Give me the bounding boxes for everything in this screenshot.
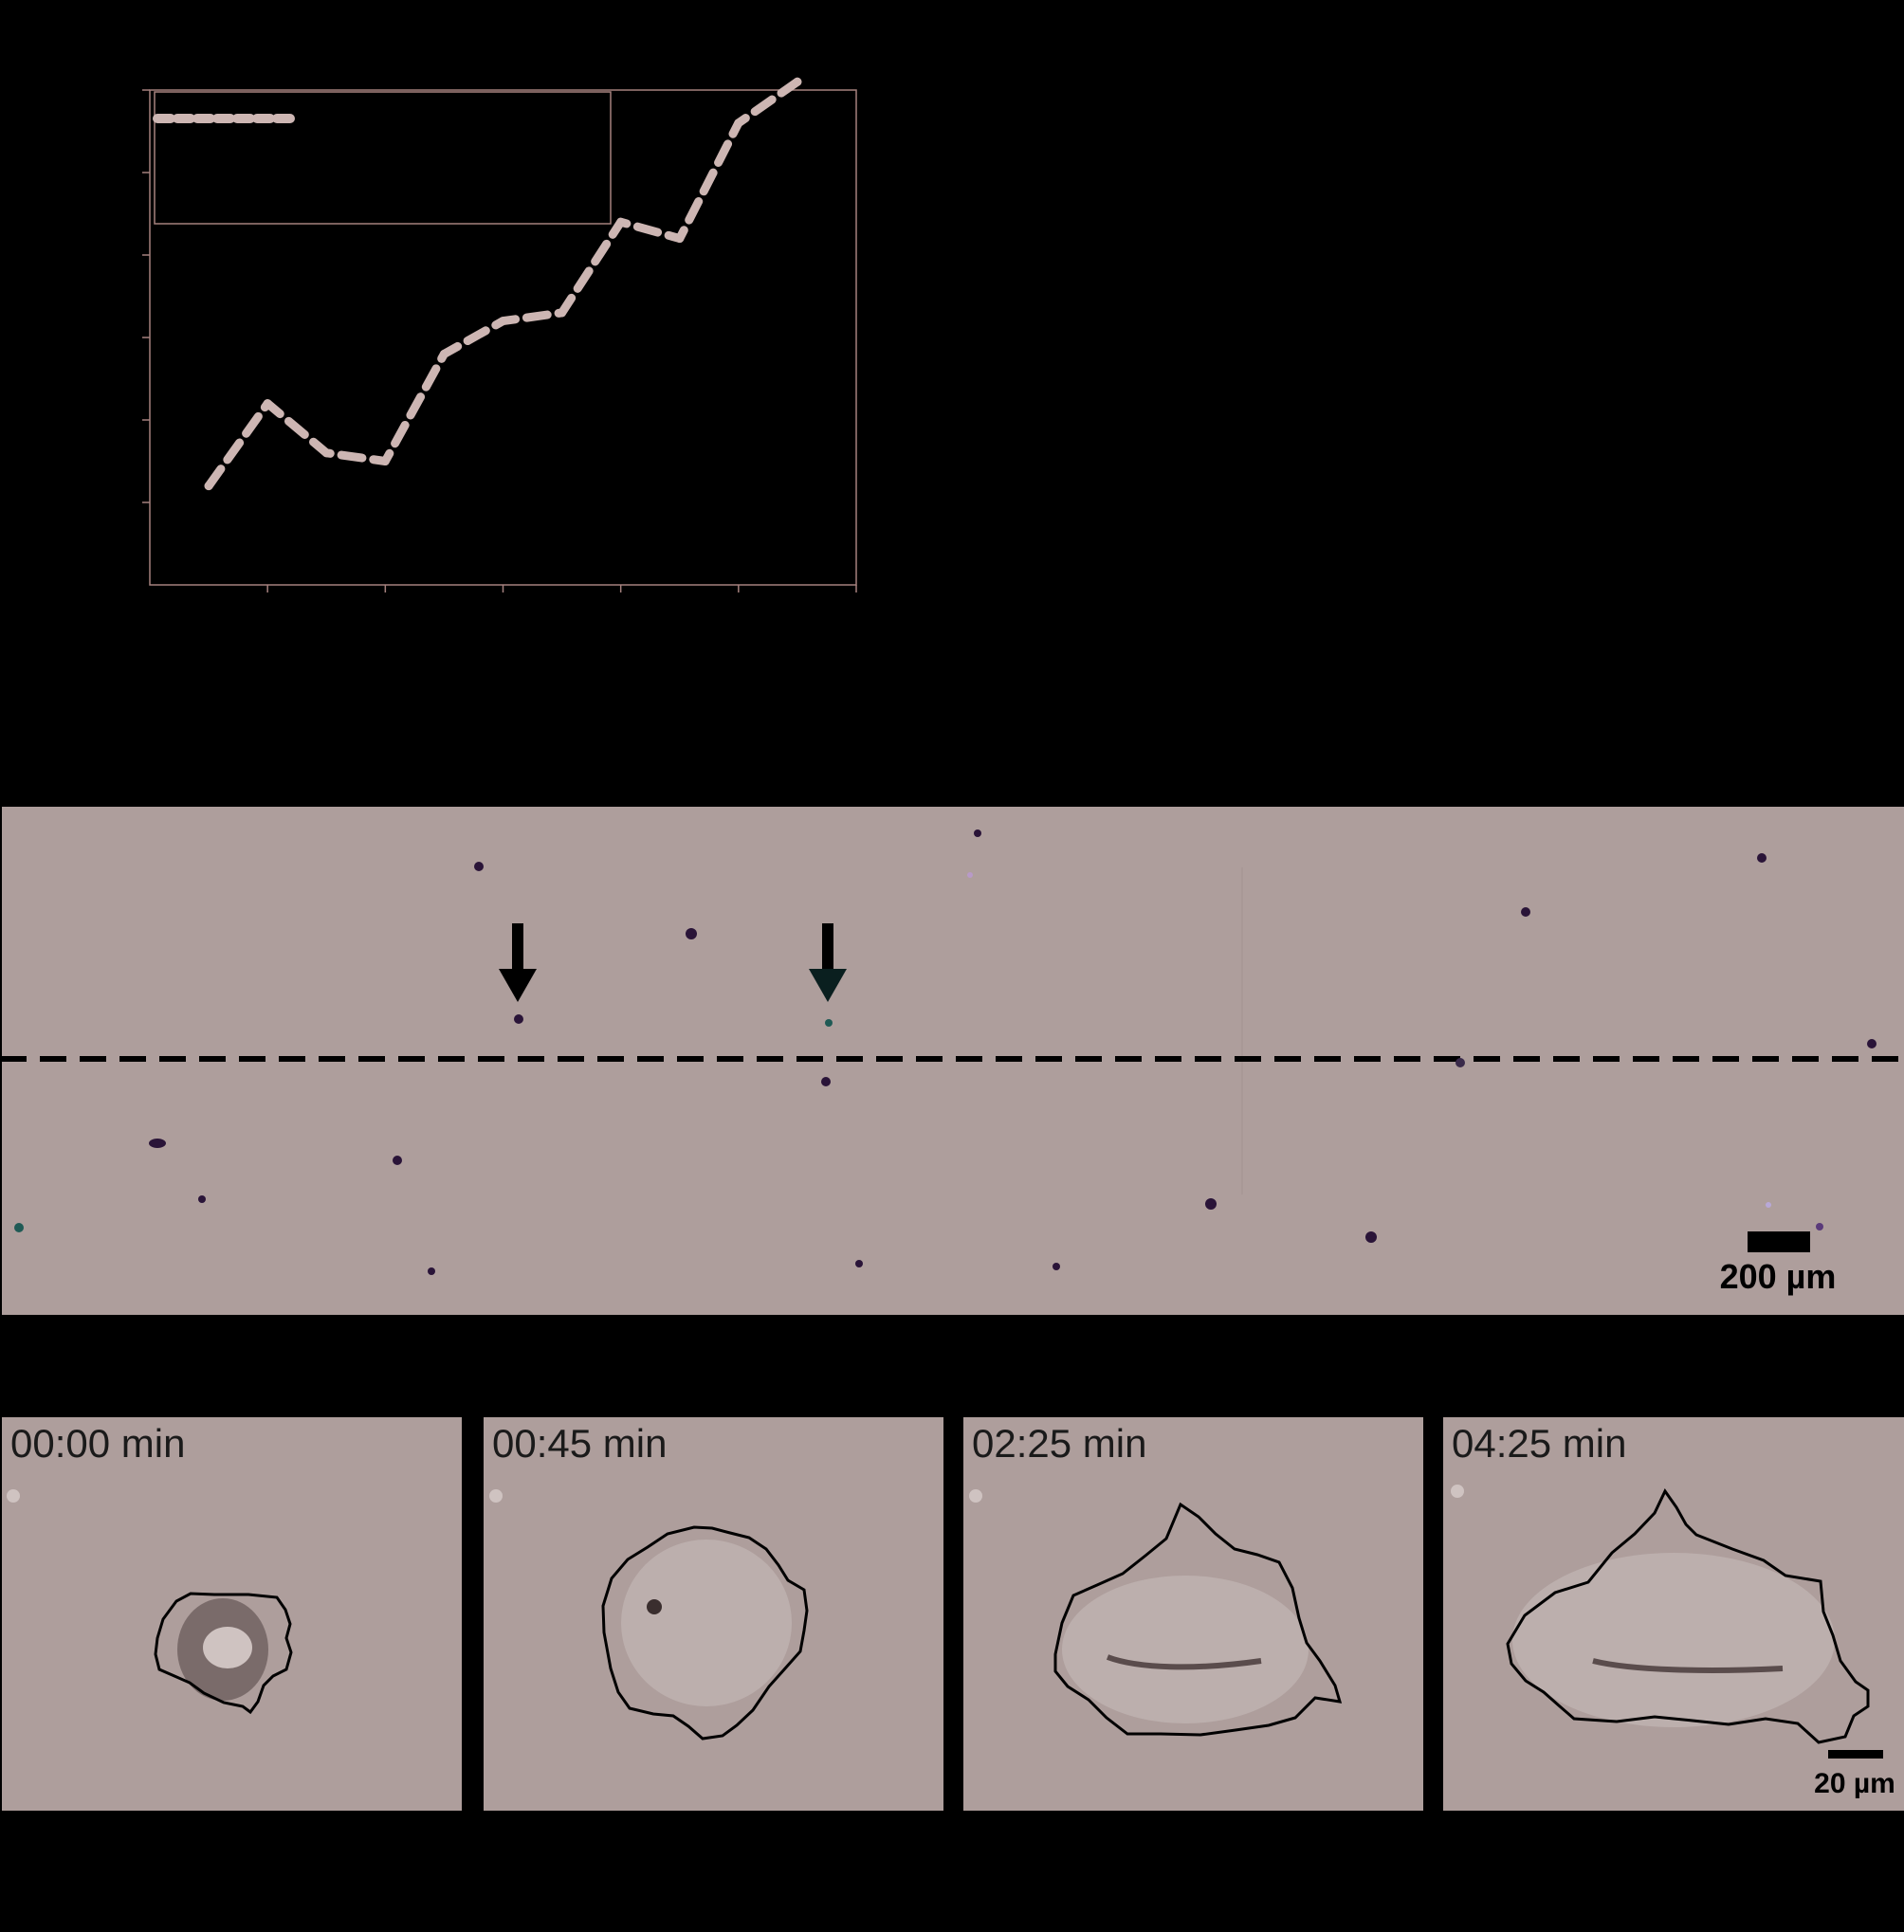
scale-bar-label: 20 µm bbox=[1814, 1768, 1895, 1799]
cell bbox=[1816, 1223, 1823, 1230]
cell bbox=[686, 928, 697, 939]
scale-bar bbox=[1748, 1231, 1810, 1252]
scale-bar bbox=[1828, 1750, 1883, 1759]
data-point bbox=[499, 317, 507, 326]
data-point bbox=[204, 482, 213, 491]
cell-outline bbox=[1053, 1502, 1343, 1737]
cell bbox=[855, 1260, 863, 1267]
cell bbox=[14, 1223, 24, 1232]
timelapse-frame: 00:45 min bbox=[484, 1417, 943, 1811]
cell bbox=[821, 1077, 831, 1086]
line-chart bbox=[142, 77, 857, 592]
cells bbox=[14, 829, 1877, 1275]
cell bbox=[1521, 907, 1530, 917]
cell-outline bbox=[601, 1525, 809, 1741]
cell bbox=[967, 872, 973, 878]
cell-outline bbox=[154, 1592, 293, 1715]
cell-body bbox=[1062, 1576, 1309, 1723]
cell bbox=[1053, 1263, 1060, 1270]
series-points bbox=[204, 77, 802, 491]
y-axis-ticks bbox=[142, 89, 150, 503]
cell bbox=[393, 1156, 402, 1165]
frame-time-label: 00:00 min bbox=[10, 1421, 185, 1466]
timelapse-frame: 02:25 min bbox=[963, 1417, 1423, 1811]
data-point bbox=[558, 308, 567, 318]
debris-particle bbox=[1451, 1485, 1464, 1498]
data-point bbox=[263, 399, 272, 409]
data-point bbox=[380, 457, 390, 465]
cell-outline bbox=[1506, 1488, 1870, 1744]
cell bbox=[198, 1195, 206, 1203]
micrograph-strip: 200 µm bbox=[0, 807, 1904, 1315]
cell bbox=[825, 1019, 833, 1027]
cell-body bbox=[1512, 1553, 1835, 1727]
cell bbox=[1455, 1058, 1465, 1067]
data-point bbox=[616, 217, 626, 227]
frame-time-label: 04:25 min bbox=[1452, 1421, 1626, 1466]
data-point bbox=[734, 118, 743, 128]
cell bbox=[1757, 853, 1767, 863]
cell bbox=[1205, 1198, 1217, 1210]
cell-ridge bbox=[1106, 1654, 1262, 1670]
cell bbox=[514, 1014, 523, 1024]
down-arrow-icon bbox=[809, 923, 847, 1002]
cell-granule bbox=[647, 1599, 662, 1614]
cell bbox=[1766, 1202, 1771, 1208]
timelapse-frame: 00:00 min bbox=[2, 1417, 462, 1811]
cell bbox=[149, 1139, 166, 1148]
frame-time-label: 02:25 min bbox=[972, 1421, 1146, 1466]
legend-box bbox=[154, 91, 612, 225]
cell bbox=[1867, 1039, 1877, 1048]
data-point bbox=[793, 77, 802, 86]
scale-bar-label: 200 µm bbox=[1720, 1257, 1837, 1296]
cell-body bbox=[621, 1540, 792, 1706]
data-point bbox=[321, 448, 331, 458]
frame-time-label: 00:45 min bbox=[492, 1421, 667, 1466]
data-point bbox=[675, 234, 685, 244]
cell bbox=[474, 862, 484, 871]
data-point bbox=[439, 349, 449, 358]
cell bbox=[1365, 1231, 1377, 1243]
debris-particle bbox=[7, 1489, 20, 1503]
debris-particle bbox=[489, 1489, 503, 1503]
down-arrow-icon bbox=[499, 923, 537, 1002]
cell-ridge bbox=[1592, 1658, 1784, 1673]
debris-particle bbox=[969, 1489, 982, 1503]
x-axis-ticks bbox=[266, 585, 857, 592]
cell bbox=[428, 1267, 435, 1275]
cell-nucleus bbox=[203, 1627, 252, 1668]
timelapse-frames: 00:00 min 00:45 min 02:25 min 04:25 min bbox=[2, 1417, 1904, 1811]
cell bbox=[974, 829, 981, 837]
timelapse-frame: 04:25 min 20 µm bbox=[1443, 1417, 1904, 1811]
